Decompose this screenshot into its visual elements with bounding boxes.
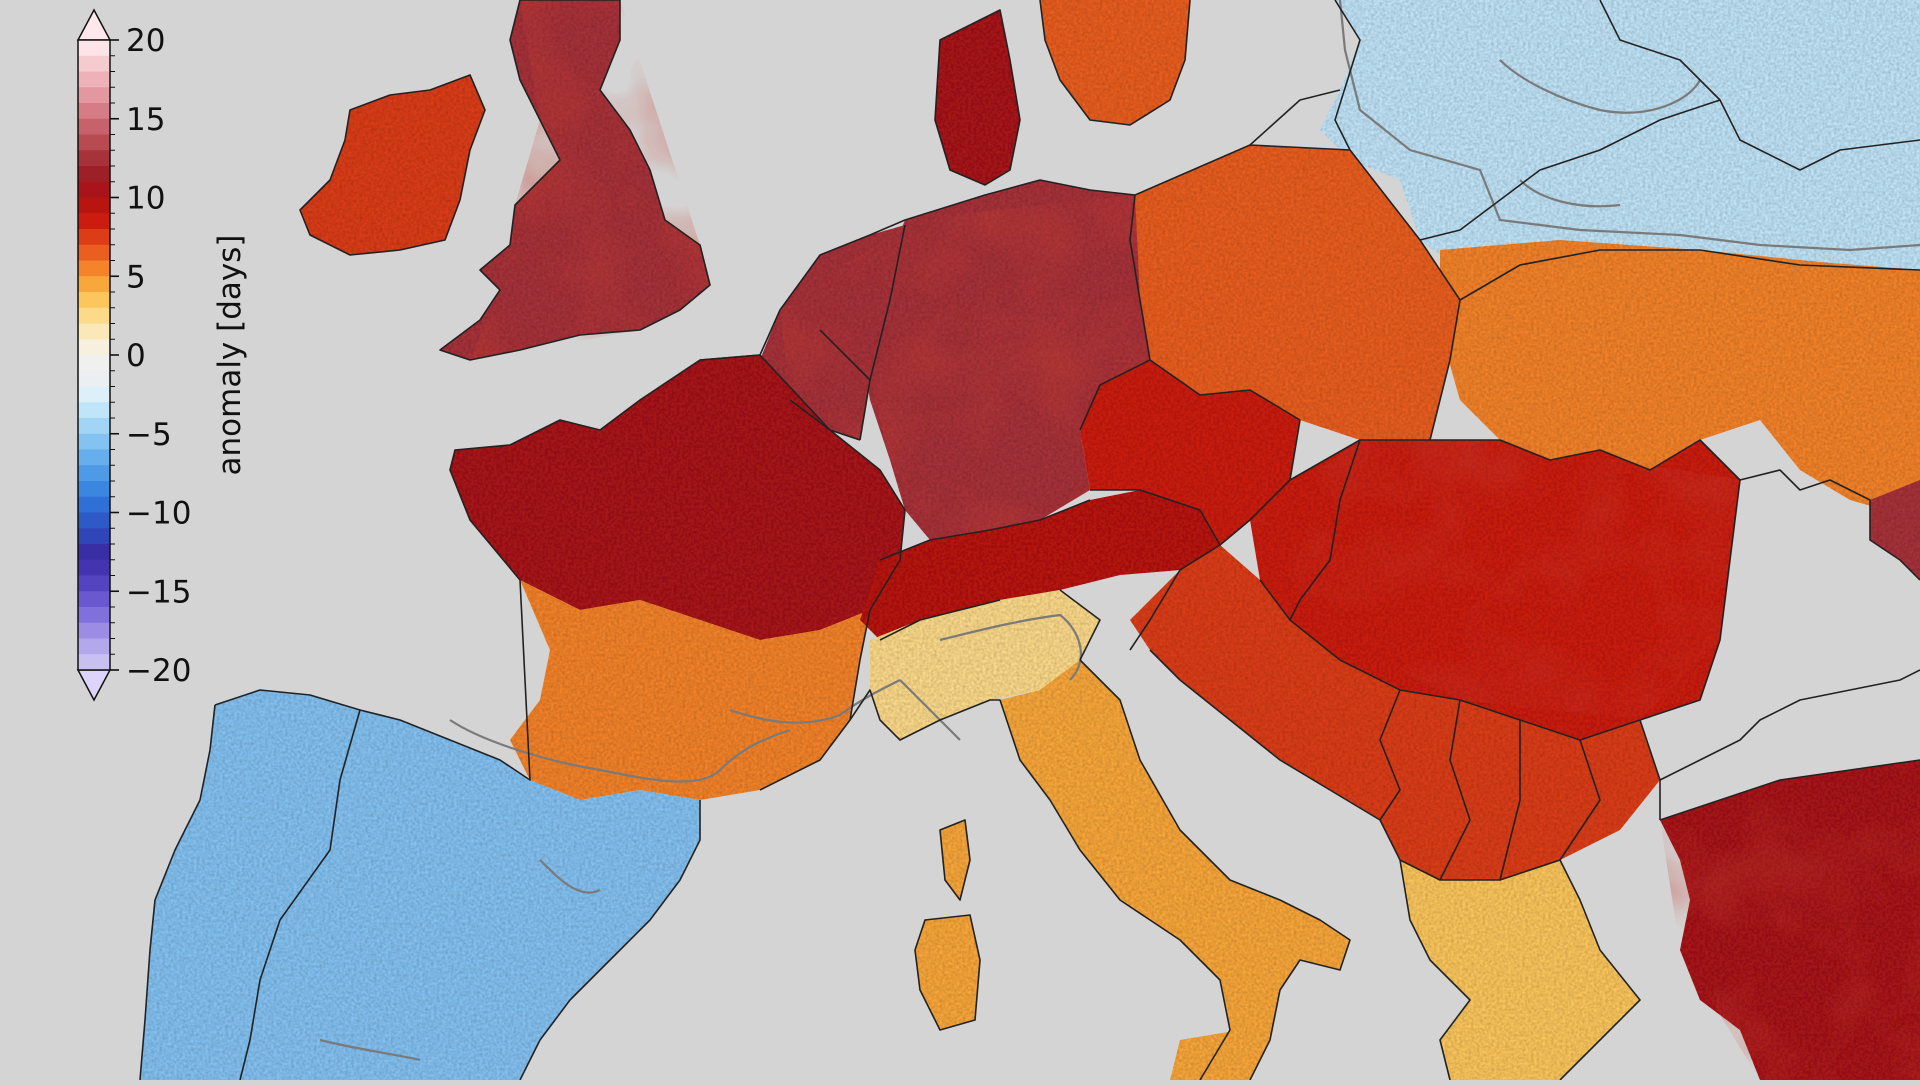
colorbar-segment: [78, 559, 110, 577]
colorbar-segment: [78, 575, 110, 592]
colorbar-segment: [78, 465, 110, 482]
colorbar-segment: [78, 87, 110, 104]
region-switzerland-north-italy: [870, 590, 1100, 740]
region-crimea: [1870, 480, 1920, 580]
region-greece: [1400, 860, 1640, 1080]
region-ireland: [300, 75, 485, 255]
colorbar-segment: [78, 607, 110, 624]
region-balkans: [1130, 545, 1660, 880]
colorbar-segment: [78, 40, 110, 57]
colorbar-segment: [78, 197, 110, 214]
colorbar-segment: [78, 370, 110, 388]
colorbar-tick-label: 20: [126, 23, 165, 59]
colorbar-label: anomaly [days]: [212, 235, 248, 476]
region-france-south: [510, 580, 870, 800]
colorbar-segment: [78, 181, 110, 199]
colorbar-segment: [78, 166, 110, 183]
region-italy: [1000, 660, 1350, 1080]
colorbar-segment: [78, 622, 110, 640]
colorbar-segment: [78, 449, 110, 466]
colorbar-segment: [78, 55, 110, 73]
colorbar-segment: [78, 433, 110, 451]
colorbar-segment: [78, 638, 110, 655]
colorbar-tick-label: 0: [126, 338, 146, 374]
colorbar-segment: [78, 323, 110, 340]
hotspot-overlay: [470, 0, 1920, 1080]
region-baltics-russia: [1320, 0, 1920, 270]
region-poland: [1130, 145, 1460, 440]
colorbar-segment: [78, 481, 110, 498]
region-scandinavia-south: [1040, 0, 1190, 125]
colorbar-segment: [78, 496, 110, 514]
region-czech-austria: [1080, 360, 1300, 545]
region-denmark: [935, 10, 1020, 185]
colorbar-segment: [78, 528, 110, 545]
colorbar-segment: [78, 244, 110, 262]
colorbar-segment: [78, 355, 110, 372]
region-france-north: [450, 355, 905, 640]
colorbar: 20 15 10 5 0 −5 −10 −15 −20 anomaly [days]: [76, 8, 248, 702]
colorbar-tick-label: −5: [126, 417, 172, 453]
zero-contours: [319, 0, 1920, 1062]
colorbar-tick-label: 15: [126, 102, 165, 138]
colorbar-tick-label: 5: [126, 259, 146, 295]
colorbar-segment: [78, 71, 110, 88]
colorbar-segment: [78, 292, 110, 309]
colorbar-segment: [78, 418, 110, 435]
colorbar-segment: [78, 591, 110, 608]
region-iberia: [140, 690, 700, 1080]
colorbar-segment: [78, 118, 110, 136]
colorbar-segment: [78, 654, 110, 671]
colorbar-segment: [78, 260, 110, 277]
region-corsica-sardinia: [915, 820, 980, 1030]
colorbar-segment: [78, 213, 110, 230]
region-alps: [860, 490, 1220, 640]
colorbar-tick-label: −10: [126, 496, 191, 532]
colorbar-tick-label: −15: [126, 574, 191, 610]
colorbar-tick-label: −20: [126, 653, 191, 689]
colorbar-segment: [78, 402, 110, 419]
colorbar-segment: [78, 544, 110, 561]
country-borders: [139, 0, 1920, 1081]
colorbar-segment: [78, 229, 110, 246]
colorbar-segment: [78, 134, 110, 151]
colorbar-segment: [78, 150, 110, 167]
colorbar-segment: [78, 276, 110, 293]
colorbar-tick-label: 10: [126, 181, 165, 217]
colorbar-segment: [78, 307, 110, 325]
colorbar-segment: [78, 103, 110, 120]
colorbar-segment: [78, 386, 110, 403]
colorbar-segment: [78, 339, 110, 356]
colorbar-segment: [78, 512, 110, 529]
